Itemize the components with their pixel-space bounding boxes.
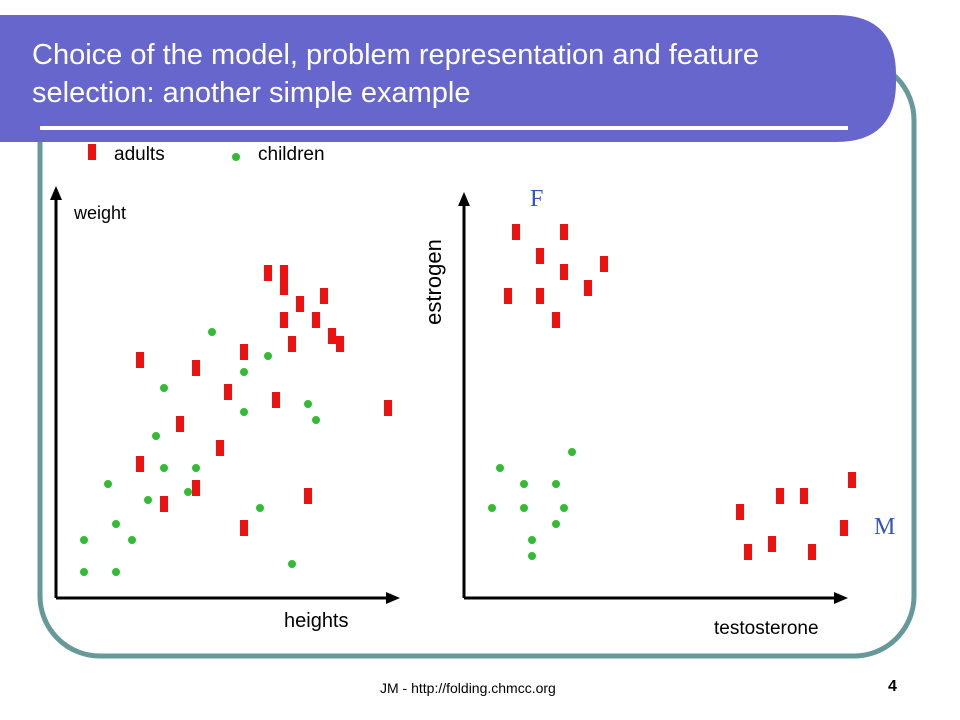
adult-point <box>240 344 248 360</box>
legend-adults-label: adults <box>114 144 165 165</box>
child-point <box>112 520 120 528</box>
title-line-2: selection: another simple example <box>32 77 471 109</box>
child-point <box>144 496 152 504</box>
adult-point <box>504 288 512 304</box>
child-point <box>520 504 528 512</box>
adult-point <box>296 296 304 312</box>
adult-point <box>240 520 248 536</box>
child-point <box>80 536 88 544</box>
page-number: 4 <box>888 678 897 695</box>
child-point <box>520 480 528 488</box>
adult-point <box>536 288 544 304</box>
adult-point <box>808 544 816 560</box>
adult-point <box>840 520 848 536</box>
adult-point <box>280 265 288 281</box>
adult-point <box>320 288 328 304</box>
child-point <box>568 448 576 456</box>
child-point <box>552 480 560 488</box>
child-point <box>264 352 272 360</box>
child-point <box>192 464 200 472</box>
title-line-1: Choice of the model, problem representat… <box>32 39 760 71</box>
child-point <box>160 464 168 472</box>
child-point <box>80 568 88 576</box>
slide-frame <box>37 57 917 659</box>
label-female: F <box>530 186 544 212</box>
child-point <box>496 464 504 472</box>
adult-point <box>848 472 856 488</box>
child-point <box>208 328 216 336</box>
child-point <box>528 552 536 560</box>
child-point <box>240 408 248 416</box>
adult-point <box>264 265 272 281</box>
adult-point <box>776 488 784 504</box>
child-point <box>240 368 248 376</box>
adult-point <box>552 312 560 328</box>
adult-point <box>288 336 296 352</box>
adult-point <box>272 392 280 408</box>
adult-point <box>224 384 232 400</box>
adult-point <box>312 312 320 328</box>
child-point <box>104 480 112 488</box>
right-chart-marks <box>488 224 856 560</box>
xlabel-heights: heights <box>284 610 349 632</box>
adult-point <box>280 279 288 295</box>
footer-credit: JM - http://folding.chmcc.org <box>380 680 556 696</box>
adult-point <box>536 248 544 264</box>
legend-child-marker <box>232 153 240 161</box>
xlabel-testosterone: testosterone <box>714 618 819 639</box>
child-point <box>256 504 264 512</box>
left-chart-marks <box>80 265 392 576</box>
child-point <box>552 520 560 528</box>
child-point <box>312 416 320 424</box>
ylabel-estrogen: estrogen <box>421 239 446 325</box>
legend-children-label: children <box>258 144 325 165</box>
adult-point <box>216 440 224 456</box>
adult-point <box>600 256 608 272</box>
label-male: M <box>874 514 896 540</box>
legend-adult-marker <box>88 144 96 160</box>
child-point <box>288 560 296 568</box>
adult-point <box>736 504 744 520</box>
child-point <box>128 536 136 544</box>
adult-point <box>304 488 312 504</box>
adult-point <box>136 456 144 472</box>
child-point <box>560 504 568 512</box>
adult-point <box>384 400 392 416</box>
adult-point <box>512 224 520 240</box>
adult-point <box>280 312 288 328</box>
adult-point <box>584 280 592 296</box>
child-point <box>184 488 192 496</box>
adult-point <box>160 496 168 512</box>
child-point <box>112 568 120 576</box>
left-axes <box>50 186 400 604</box>
adult-point <box>328 328 336 344</box>
child-point <box>160 384 168 392</box>
child-point <box>304 400 312 408</box>
adult-point <box>192 480 200 496</box>
header-band <box>0 15 896 142</box>
slide-title: Choice of the model, problem representat… <box>32 36 872 112</box>
adult-point <box>176 416 184 432</box>
right-axes <box>458 192 848 604</box>
adult-point <box>560 224 568 240</box>
adult-point <box>744 544 752 560</box>
child-point <box>528 536 536 544</box>
adult-point <box>336 336 344 352</box>
child-point <box>488 504 496 512</box>
child-point <box>152 432 160 440</box>
adult-point <box>192 360 200 376</box>
adult-point <box>136 352 144 368</box>
ylabel-weight: weight <box>74 203 127 223</box>
adult-point <box>768 536 776 552</box>
adult-point <box>560 264 568 280</box>
adult-point <box>800 488 808 504</box>
